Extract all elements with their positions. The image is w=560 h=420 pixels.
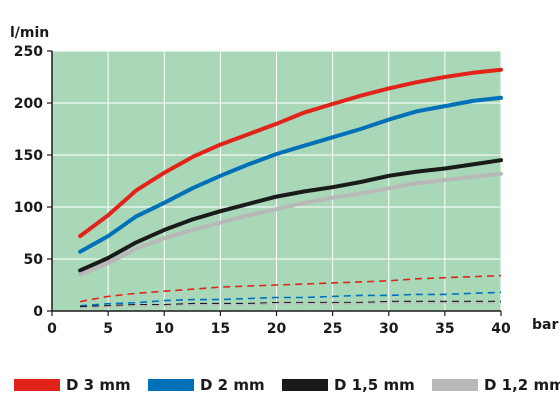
y-tick-label: 150 xyxy=(14,148,43,164)
x-tick-label: 40 xyxy=(491,321,511,337)
plot-area: 0 50 100 150 200 250 0 5 10 15 20 25 30 35 40 xyxy=(14,44,511,337)
series-line-d-1-2-mm-dashed xyxy=(80,301,501,309)
series-line-d-1-5-mm-dashed xyxy=(80,300,501,308)
legend: D 3 mm D 2 mm D 1,5 mm D 1,2 mm xyxy=(0,368,560,402)
legend-label-d15: D 1,5 mm xyxy=(334,376,415,394)
y-tick-label: 0 xyxy=(33,304,43,320)
series-line-d-2-mm-dashed xyxy=(80,291,502,307)
x-tick-label: 0 xyxy=(47,321,57,337)
x-tick-label: 10 xyxy=(155,321,175,337)
x-axis-label: bar xyxy=(532,317,558,333)
legend-swatch-d3 xyxy=(14,379,60,391)
x-tick-label: 20 xyxy=(267,321,287,337)
y-axis-label: l/min xyxy=(10,25,49,41)
series-line-d-1-2-mm-solid xyxy=(78,171,503,277)
legend-item-d3: D 3 mm xyxy=(14,374,131,396)
x-tick-label: 25 xyxy=(323,321,342,337)
legend-swatch-d12 xyxy=(432,379,478,391)
y-tick-label: 50 xyxy=(24,252,44,268)
legend-label-d12: D 1,2 mm xyxy=(484,376,560,394)
series-line-d-2-mm-solid xyxy=(78,95,503,254)
x-tick-label: 15 xyxy=(211,321,230,337)
legend-item-d2: D 2 mm xyxy=(148,374,265,396)
legend-swatch-d2 xyxy=(148,379,194,391)
y-tick-label: 100 xyxy=(14,200,43,216)
y-tick-label: 200 xyxy=(14,96,43,112)
x-tick-label: 35 xyxy=(435,321,454,337)
legend-label-d2: D 2 mm xyxy=(200,376,265,394)
series-line-d-3-mm-dashed xyxy=(79,274,502,303)
y-tick-label: 250 xyxy=(14,44,43,60)
legend-swatch-d15 xyxy=(282,379,328,391)
series-line-d-1-5-mm-solid xyxy=(78,158,503,273)
legend-item-d15: D 1,5 mm xyxy=(282,374,415,396)
series-line-d-3-mm-solid xyxy=(78,67,503,239)
legend-label-d3: D 3 mm xyxy=(66,376,131,394)
legend-item-d12: D 1,2 mm xyxy=(432,374,560,396)
x-tick-label: 30 xyxy=(379,321,399,337)
x-tick-label: 5 xyxy=(103,321,113,337)
